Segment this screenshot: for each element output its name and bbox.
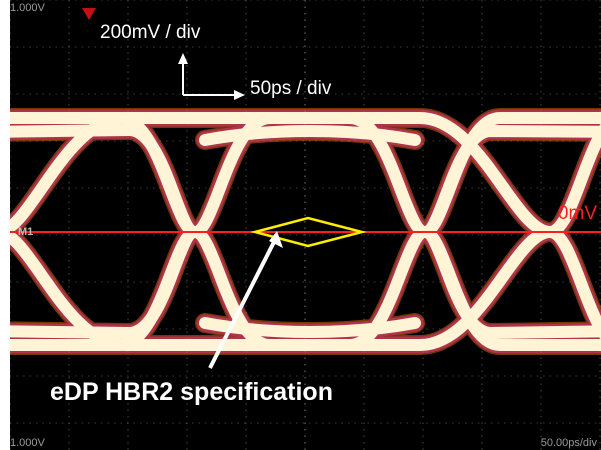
marker-label: M1 <box>18 226 34 238</box>
zero-level-label: 0mV <box>557 203 597 224</box>
trace-path <box>419 226 601 340</box>
oscilloscope-display: 1.000V 1.000V 50.00ps/div M1 200mV / div… <box>10 0 601 450</box>
trace-path <box>199 125 421 146</box>
bottom-voltage-readout: 1.000V <box>10 437 45 449</box>
trace-path <box>10 225 601 351</box>
top-voltage-readout: 1.000V <box>10 2 45 14</box>
spec-mask <box>250 216 367 248</box>
vertical-scale-label: 200mV / div <box>100 22 201 43</box>
pointer-arrow-icon <box>208 231 283 369</box>
horizontal-scale-label: 50ps / div <box>250 78 332 99</box>
eye-diagram <box>10 0 601 450</box>
axis-arrow-icon <box>178 53 245 100</box>
time-readout: 50.00ps/div <box>540 437 597 449</box>
spec-label: eDP HBR2 specification <box>50 378 333 406</box>
trace-path <box>10 112 601 239</box>
trigger-marker-icon <box>82 8 96 20</box>
trace-path <box>419 124 601 238</box>
trace-path <box>10 226 201 340</box>
trace-path <box>10 123 201 238</box>
